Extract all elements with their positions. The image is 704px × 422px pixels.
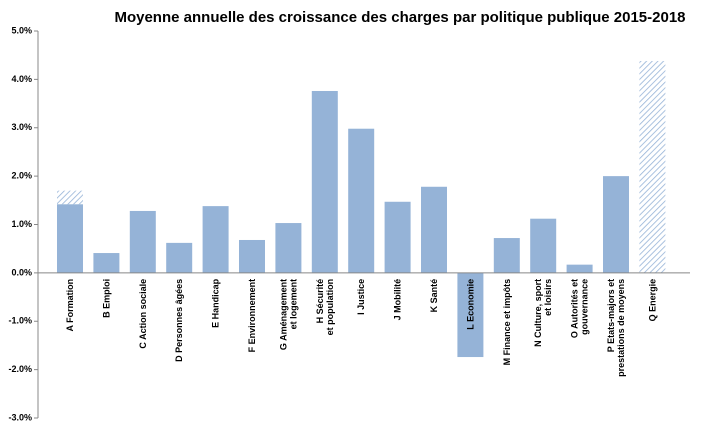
- y-tick-label: 5.0%: [11, 25, 32, 35]
- y-tick-label: 4.0%: [11, 74, 32, 84]
- x-tick-label: Q Energie: [647, 279, 657, 322]
- bar: [311, 90, 338, 273]
- bar: [530, 218, 557, 273]
- chart-title: Moyenne annuelle des croissance des char…: [114, 9, 685, 26]
- bar: [566, 264, 593, 273]
- bar: [457, 272, 484, 358]
- y-tick-label: -1.0%: [8, 316, 32, 326]
- x-tick-label: E Handicap: [211, 278, 221, 328]
- x-tick-label: O Autorités etgouvernance: [570, 279, 590, 338]
- x-tick-label: M Finance et impôts: [502, 279, 512, 366]
- x-tick-label: P Etats-majors etprestations de moyens: [606, 279, 626, 377]
- bar: [603, 176, 629, 273]
- bar: [639, 60, 666, 273]
- x-tick-label: I Justice: [356, 279, 366, 315]
- x-tick-label: H Sécuritéet population: [315, 279, 335, 336]
- x-tick-label: N Culture, sportet loisirs: [533, 279, 553, 347]
- bar: [421, 186, 447, 273]
- y-tick-label: -3.0%: [8, 412, 32, 422]
- bar: [202, 206, 229, 273]
- x-tick-label: G Aménagementet logement: [278, 279, 298, 350]
- bar: [93, 253, 120, 273]
- x-tick-label: F Environnement: [247, 279, 257, 353]
- x-tick-label: K Santé: [429, 279, 439, 313]
- x-tick-label: A Formation: [65, 279, 75, 332]
- bar: [57, 190, 83, 205]
- bar: [129, 210, 156, 273]
- bar: [239, 239, 265, 273]
- x-tick-label: J Mobilité: [393, 279, 403, 321]
- bar: [348, 128, 375, 273]
- bar: [57, 204, 83, 273]
- y-tick-label: 0.0%: [11, 267, 32, 277]
- bar: [384, 201, 411, 273]
- bar: [166, 242, 193, 273]
- x-tick-label: D Personnes âgées: [174, 279, 184, 362]
- bar: [275, 223, 302, 273]
- x-tick-label: B Emploi: [101, 279, 111, 318]
- y-tick-label: -2.0%: [8, 364, 32, 374]
- y-tick-label: 3.0%: [11, 122, 32, 132]
- x-tick-label: C Action sociale: [138, 279, 148, 349]
- bar: [493, 238, 520, 273]
- y-tick-label: 2.0%: [11, 171, 32, 181]
- x-tick-label: L Economie: [465, 279, 475, 330]
- y-tick-label: 1.0%: [11, 219, 32, 229]
